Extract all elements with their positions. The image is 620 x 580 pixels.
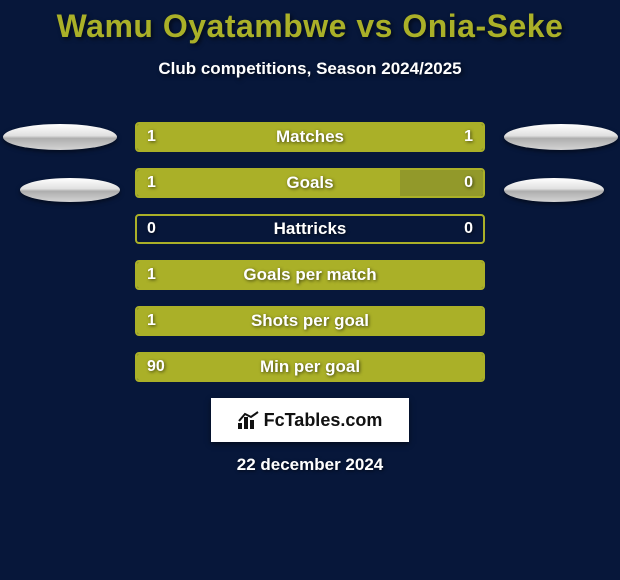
stat-row-matches: 11Matches: [135, 122, 485, 152]
player-ellipse-1: [20, 178, 120, 202]
stat-label: Goals: [137, 170, 483, 196]
page-title: Wamu Oyatambwe vs Onia-Seke: [0, 0, 620, 45]
player-ellipse-0: [3, 124, 117, 150]
brand-text: FcTables.com: [264, 410, 383, 431]
player-ellipse-3: [504, 178, 604, 202]
stat-row-min-per-goal: 90Min per goal: [135, 352, 485, 382]
date-label: 22 december 2024: [0, 455, 620, 475]
comparison-card: Wamu Oyatambwe vs Onia-Seke Club competi…: [0, 0, 620, 580]
stat-rows: 11Matches 10Goals 00Hattricks 1Goals per ma…: [135, 122, 485, 398]
brand-badge[interactable]: FcTables.com: [211, 398, 409, 442]
stat-row-hattricks: 00Hattricks: [135, 214, 485, 244]
player-ellipse-2: [504, 124, 618, 150]
stat-row-shots-per-goal: 1Shots per goal: [135, 306, 485, 336]
stat-label: Shots per goal: [137, 308, 483, 334]
stat-label: Goals per match: [137, 262, 483, 288]
stat-label: Min per goal: [137, 354, 483, 380]
stat-row-goals-per-match: 1Goals per match: [135, 260, 485, 290]
stat-row-goals: 10Goals: [135, 168, 485, 198]
subtitle: Club competitions, Season 2024/2025: [0, 59, 620, 79]
stat-label: Hattricks: [137, 216, 483, 242]
brand-icon: [238, 411, 260, 429]
stat-label: Matches: [137, 124, 483, 150]
